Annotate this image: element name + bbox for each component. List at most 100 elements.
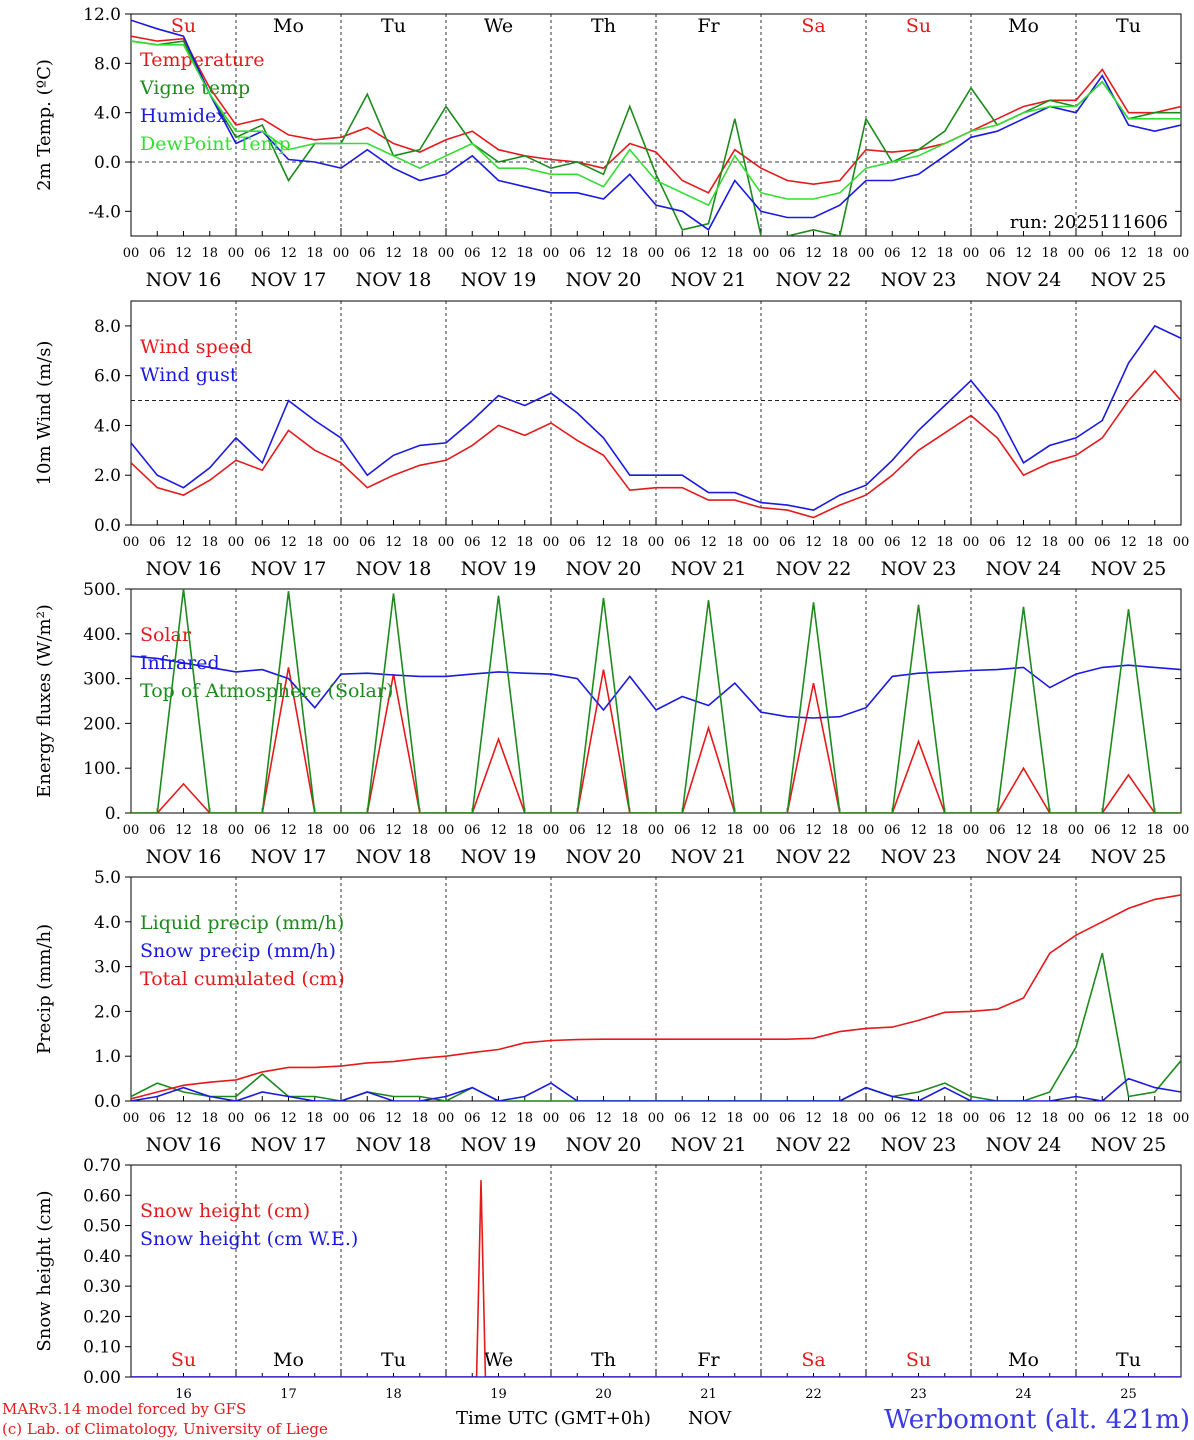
x-hour-label: 06	[674, 1111, 691, 1126]
x-hour-label: 00	[753, 1111, 770, 1126]
x-hour-label: 12	[385, 1111, 402, 1126]
y-tick-label: 0.	[105, 804, 121, 824]
x-hour-label: 00	[963, 246, 980, 261]
x-hour-label: 00	[228, 823, 245, 838]
x-hour-label: 00	[123, 1111, 140, 1126]
day-name-label: We	[484, 15, 513, 37]
x-hour-label: 06	[989, 823, 1006, 838]
x-hour-label: 06	[884, 1111, 901, 1126]
x-hour-label: 12	[175, 1111, 192, 1126]
x-hour-label: 18	[201, 823, 218, 838]
day-number-label: 18	[385, 1387, 402, 1402]
x-hour-label: 06	[569, 823, 586, 838]
x-hour-label: 06	[254, 535, 271, 550]
day-name-label: Tu	[381, 1349, 406, 1371]
x-hour-label: 00	[648, 823, 665, 838]
panel-1: 0.0 2.0 4.0 6.0 8.0 10m Wind (m/s) 00 06 12 18 00 0…	[34, 300, 1189, 580]
x-hour-label: 12	[1120, 246, 1137, 261]
day-name-label: Tu	[1116, 1349, 1141, 1371]
footer: MARv3.14 model forced by GFS (c) Lab. of …	[2, 1400, 1190, 1438]
y-tick-label: 400.	[83, 625, 121, 645]
day-number-label: 22	[805, 1387, 822, 1402]
day-name-label: Su	[171, 1349, 196, 1371]
x-axis-label: Time UTC (GMT+0h)	[456, 1408, 651, 1429]
x-date-label: NOV 24	[986, 846, 1062, 868]
panel-3: 0.0 1.0 2.0 3.0 4.0 5.0 Precip (mm/h) 00 06 12 18 0…	[34, 868, 1189, 1156]
x-date-label: NOV 22	[776, 846, 852, 868]
x-hour-label: 06	[779, 535, 796, 550]
x-date-label: NOV 17	[251, 846, 327, 868]
x-hour-label: 06	[1094, 1111, 1111, 1126]
x-hour-label: 18	[516, 246, 533, 261]
x-hour-label: 06	[1094, 535, 1111, 550]
x-hour-label: 12	[175, 535, 192, 550]
x-date-label: NOV 23	[881, 1134, 957, 1156]
day-number-label: 21	[700, 1387, 717, 1402]
x-hour-label: 18	[1146, 1111, 1163, 1126]
day-name-label: Fr	[697, 15, 720, 37]
x-hour-label: 12	[910, 1111, 927, 1126]
x-hour-label: 00	[1068, 535, 1085, 550]
x-hour-label: 00	[333, 1111, 350, 1126]
y-tick-label: 2.0	[94, 1002, 121, 1022]
day-number-label: 23	[910, 1387, 927, 1402]
x-hour-label: 12	[700, 535, 717, 550]
y-tick-label: 0.20	[83, 1307, 121, 1327]
x-hour-label: 00	[333, 246, 350, 261]
x-date-label: NOV 20	[566, 558, 642, 580]
series-line-blue	[131, 655, 1181, 719]
x-date-label: NOV 25	[1091, 1134, 1167, 1156]
y-tick-label: 0.40	[83, 1247, 121, 1267]
x-hour-label: 00	[438, 535, 455, 550]
x-hour-label: 00	[963, 823, 980, 838]
x-hour-label: 06	[359, 1111, 376, 1126]
x-date-label: NOV 22	[776, 558, 852, 580]
y-tick-label: 6.0	[94, 367, 121, 387]
y-tick-label: 4.0	[94, 913, 121, 933]
series-line-green	[131, 952, 1181, 1101]
x-hour-label: 06	[149, 535, 166, 550]
x-hour-label: 12	[385, 246, 402, 261]
x-hour-label: 00	[438, 823, 455, 838]
legend-label: Humidex	[140, 105, 227, 127]
series-line-red	[131, 369, 1181, 519]
x-date-label: NOV 17	[251, 269, 327, 291]
x-hour-label: 18	[411, 246, 428, 261]
x-hour-label: 12	[280, 246, 297, 261]
x-hour-label: 12	[805, 1111, 822, 1126]
x-hour-label: 12	[595, 246, 612, 261]
x-hour-label: 06	[569, 535, 586, 550]
day-number-label: 20	[595, 1387, 612, 1402]
x-date-label: NOV 21	[671, 846, 747, 868]
x-hour-label: 18	[621, 823, 638, 838]
x-hour-label: 00	[123, 535, 140, 550]
day-name-label: Su	[906, 1349, 931, 1371]
x-hour-label: 18	[726, 246, 743, 261]
lab-credit: (c) Lab. of Climatology, University of L…	[2, 1420, 328, 1438]
x-hour-label: 00	[753, 246, 770, 261]
x-hour-label: 06	[149, 823, 166, 838]
day-number-label: 24	[1015, 1387, 1032, 1402]
series-line-blue	[131, 1077, 1181, 1101]
x-hour-label: 06	[1094, 246, 1111, 261]
legend-label: Vigne temp	[139, 77, 250, 99]
day-name-label: Fr	[697, 1349, 720, 1371]
x-hour-label: 12	[1015, 535, 1032, 550]
day-name-label: Su	[906, 15, 931, 37]
x-date-label: NOV 24	[986, 269, 1062, 291]
y-tick-label: 5.0	[94, 868, 121, 888]
x-hour-label: 00	[753, 823, 770, 838]
x-hour-label: 00	[123, 823, 140, 838]
x-hour-label: 12	[1015, 246, 1032, 261]
legend-label: Snow height (cm W.E.)	[140, 1228, 358, 1250]
y-tick-label: 0.0	[94, 153, 121, 173]
legend-label: DewPoint Temp	[140, 133, 291, 155]
x-date-label: NOV 16	[146, 846, 222, 868]
x-hour-label: 12	[490, 823, 507, 838]
x-hour-label: 12	[700, 823, 717, 838]
legend-label: Snow height (cm)	[140, 1200, 310, 1222]
x-date-label: NOV 22	[776, 1134, 852, 1156]
y-tick-label: 4.0	[94, 416, 121, 436]
x-hour-label: 12	[595, 535, 612, 550]
x-hour-label: 18	[1041, 823, 1058, 838]
